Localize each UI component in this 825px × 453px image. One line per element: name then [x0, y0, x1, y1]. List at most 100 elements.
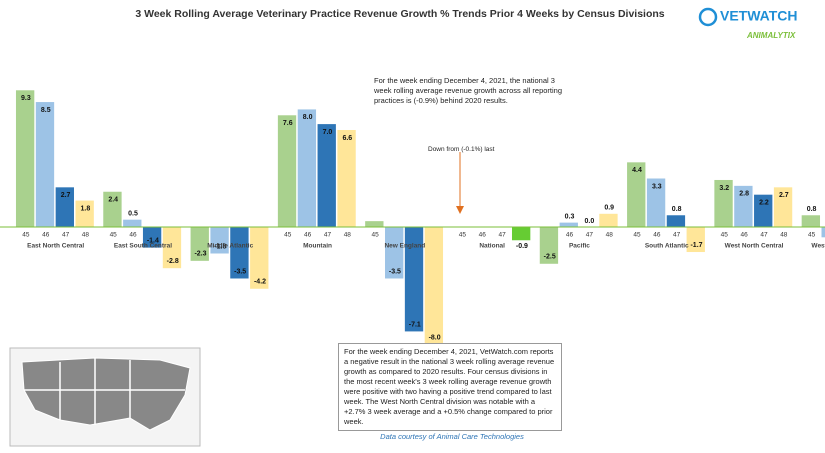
x-tick-label: National — [479, 243, 505, 250]
value-label: -1.7 — [690, 242, 702, 249]
value-label: 0.8 — [807, 206, 817, 213]
bar — [627, 162, 646, 228]
bar — [511, 227, 531, 241]
value-label: 0.3 — [565, 213, 575, 220]
x-tick-label: East South Central — [114, 243, 172, 250]
x-tick-label: New England — [384, 243, 425, 250]
value-label: -1.8 — [214, 243, 226, 250]
bar — [55, 187, 74, 228]
week-label: 46 — [741, 232, 749, 239]
x-tick-label: West South Central — [811, 243, 825, 250]
week-label: 45 — [22, 232, 30, 239]
value-label: 0.5 — [128, 211, 138, 218]
value-label: 3.2 — [719, 185, 729, 192]
bar — [734, 185, 753, 228]
week-label: 48 — [780, 232, 788, 239]
week-label: 46 — [304, 232, 312, 239]
value-label: 0.9 — [604, 205, 614, 212]
value-label: 2.7 — [779, 192, 789, 199]
bar — [250, 227, 269, 289]
bar — [801, 215, 821, 228]
bar — [35, 102, 55, 228]
week-label: 48 — [344, 232, 352, 239]
bar — [539, 227, 559, 264]
logo-icon — [698, 7, 718, 27]
value-label: 7.0 — [323, 129, 333, 136]
week-label: 47 — [586, 232, 594, 239]
value-label: -3.5 — [389, 268, 401, 275]
week-label: 46 — [653, 232, 661, 239]
x-tick-label: Pacific — [569, 243, 590, 250]
value-label: 9.3 — [21, 95, 31, 102]
bar — [646, 178, 666, 228]
source-note: Data courtesy of Animal Care Technologie… — [380, 432, 524, 441]
value-label: 2.2 — [759, 200, 769, 207]
bar — [754, 194, 773, 228]
value-label: 0.8 — [672, 206, 682, 213]
bar — [714, 179, 733, 228]
chart-title: 3 Week Rolling Average Veterinary Practi… — [135, 8, 664, 20]
bar — [190, 227, 209, 261]
summary-annotation: For the week ending December 4, 2021, Ve… — [338, 343, 562, 431]
bar — [599, 213, 618, 228]
week-label: 46 — [479, 232, 487, 239]
bar — [230, 227, 249, 279]
bar — [424, 227, 444, 345]
value-label: -1.4 — [147, 237, 159, 244]
bar — [773, 187, 793, 228]
value-label: -0.9 — [516, 243, 528, 250]
bar — [123, 219, 142, 228]
week-label: 46 — [42, 232, 50, 239]
top-annotation: For the week ending December 4, 2021, th… — [374, 76, 563, 105]
value-label: -7.1 — [409, 321, 421, 328]
week-label: 45 — [110, 232, 118, 239]
logo-tagline: ANIMALYTIX — [746, 31, 796, 40]
week-label: 48 — [82, 232, 90, 239]
x-tick-label: West North Central — [725, 243, 784, 250]
week-label: 45 — [284, 232, 292, 239]
bar — [686, 227, 705, 253]
value-label: 2.8 — [739, 191, 749, 198]
bar — [385, 227, 404, 279]
value-label: 1.8 — [81, 205, 91, 212]
bar — [162, 227, 182, 269]
arrow-annotation: Down from (-0.1%) last — [428, 146, 495, 153]
value-label: 6.6 — [342, 135, 352, 142]
bar — [142, 227, 162, 248]
x-tick-label: Middle Atlantic — [207, 243, 253, 250]
week-label: 46 — [129, 232, 137, 239]
bar — [210, 227, 229, 254]
week-label: 47 — [673, 232, 681, 239]
bar — [821, 227, 825, 238]
value-label: 8.0 — [303, 114, 313, 121]
bar — [75, 200, 94, 228]
value-label: 3.3 — [652, 183, 662, 190]
bar — [365, 221, 384, 228]
value-label: 0.0 — [585, 218, 595, 225]
value-label: -2.5 — [544, 254, 556, 261]
week-label: 47 — [324, 232, 332, 239]
value-label: -2.8 — [167, 258, 179, 265]
bar — [15, 90, 35, 228]
week-label: 45 — [721, 232, 729, 239]
value-label: 8.5 — [41, 107, 51, 114]
value-label: -3.5 — [234, 268, 246, 275]
arrow-head — [456, 206, 464, 214]
value-label: 2.7 — [61, 192, 71, 199]
value-label: -2.3 — [194, 251, 206, 258]
week-label: 47 — [760, 232, 768, 239]
value-label: 2.4 — [108, 197, 118, 204]
bar — [337, 129, 356, 228]
week-label: 47 — [498, 232, 506, 239]
value-label: 4.4 — [632, 167, 642, 174]
bar — [559, 222, 578, 228]
value-label: 7.6 — [283, 120, 293, 127]
week-label: 45 — [808, 232, 816, 239]
value-label: -4.2 — [254, 279, 266, 286]
bar — [666, 215, 686, 228]
week-label: 45 — [459, 232, 467, 239]
x-tick-label: South Atlantic — [645, 243, 689, 250]
value-label: -8.0 — [429, 334, 441, 341]
